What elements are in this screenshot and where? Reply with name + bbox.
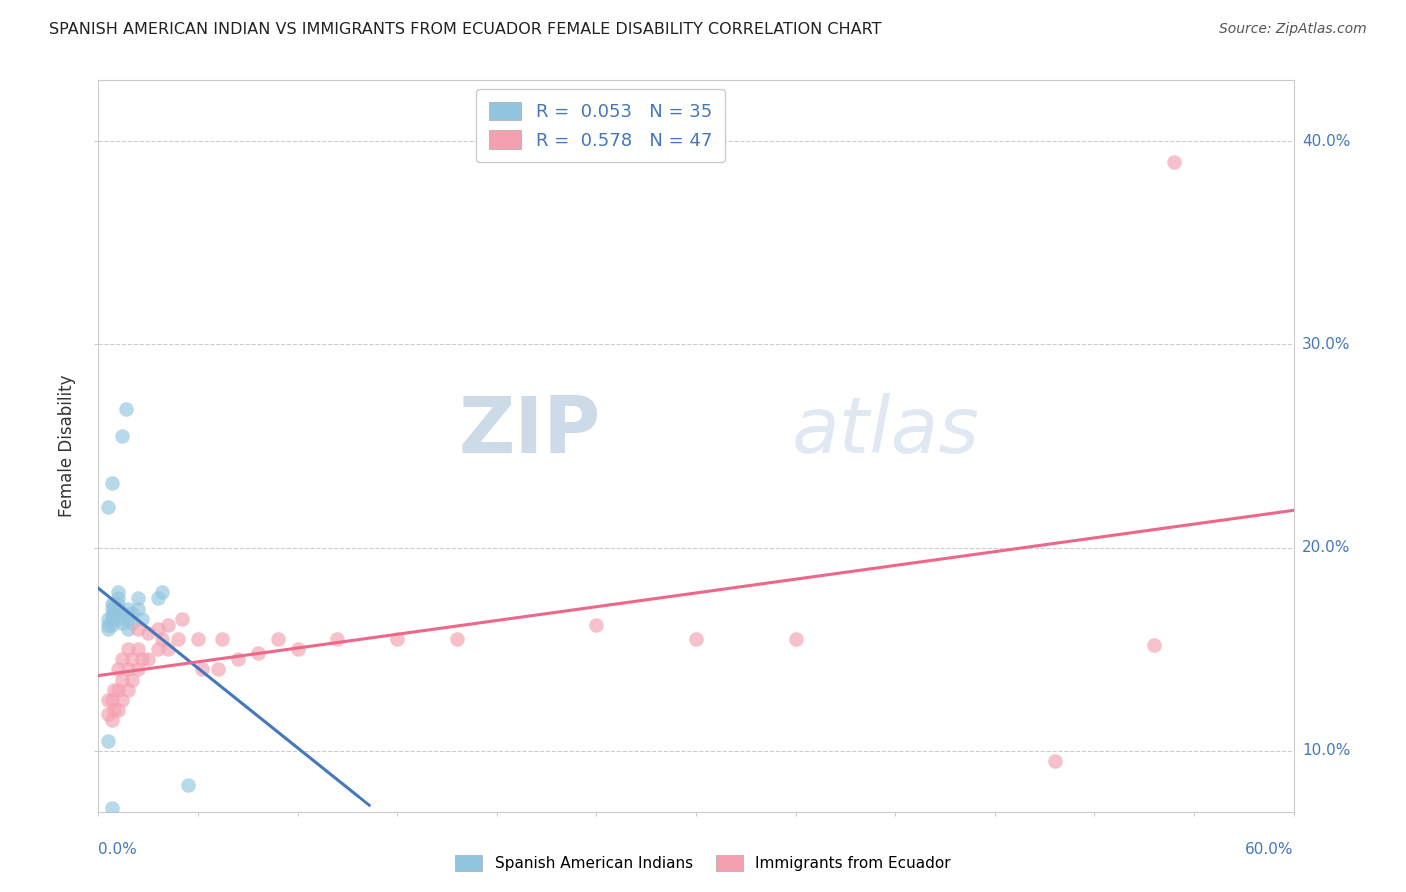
Point bbox=[111, 693, 134, 707]
Point bbox=[117, 642, 139, 657]
Point bbox=[1163, 154, 1185, 169]
Point bbox=[167, 632, 190, 646]
Point bbox=[107, 682, 129, 697]
Point bbox=[97, 617, 120, 632]
Point bbox=[97, 612, 120, 626]
Point bbox=[1043, 754, 1066, 768]
Point bbox=[117, 622, 139, 636]
Point bbox=[148, 642, 170, 657]
Point bbox=[111, 429, 134, 443]
Text: ZIP: ZIP bbox=[458, 393, 600, 469]
Point bbox=[385, 632, 409, 646]
Point bbox=[117, 663, 139, 677]
Point bbox=[101, 800, 124, 814]
Point bbox=[685, 632, 707, 646]
Point bbox=[101, 598, 124, 612]
Point bbox=[107, 601, 129, 615]
Point bbox=[101, 612, 124, 626]
Point bbox=[107, 703, 129, 717]
Point bbox=[97, 707, 120, 722]
Point bbox=[117, 612, 139, 626]
Point bbox=[226, 652, 249, 666]
Point bbox=[207, 663, 229, 677]
Point bbox=[111, 673, 134, 687]
Legend: Spanish American Indians, Immigrants from Ecuador: Spanish American Indians, Immigrants fro… bbox=[450, 850, 956, 875]
Point bbox=[103, 598, 125, 612]
Point bbox=[101, 607, 124, 622]
Point bbox=[1143, 638, 1166, 652]
Point bbox=[101, 475, 124, 490]
Point bbox=[148, 622, 170, 636]
Point bbox=[97, 622, 120, 636]
Point bbox=[246, 646, 269, 660]
Text: 30.0%: 30.0% bbox=[1302, 337, 1350, 352]
Point bbox=[211, 632, 233, 646]
Point bbox=[107, 606, 129, 620]
Point bbox=[101, 714, 124, 728]
Point bbox=[287, 642, 309, 657]
Point bbox=[127, 622, 149, 636]
Point bbox=[127, 601, 149, 615]
Point bbox=[157, 642, 180, 657]
Point bbox=[187, 632, 209, 646]
Point bbox=[157, 617, 180, 632]
Point bbox=[111, 606, 134, 620]
Point bbox=[103, 606, 125, 620]
Y-axis label: Female Disability: Female Disability bbox=[58, 375, 76, 517]
Point bbox=[326, 632, 349, 646]
Point bbox=[191, 663, 214, 677]
Point bbox=[172, 612, 194, 626]
Point bbox=[107, 612, 129, 626]
Point bbox=[585, 617, 607, 632]
Point bbox=[121, 673, 143, 687]
Text: 20.0%: 20.0% bbox=[1302, 540, 1350, 555]
Point bbox=[97, 500, 120, 514]
Point bbox=[136, 652, 159, 666]
Text: 60.0%: 60.0% bbox=[1246, 842, 1294, 857]
Point bbox=[131, 652, 153, 666]
Point bbox=[97, 693, 120, 707]
Point bbox=[177, 778, 200, 792]
Point bbox=[117, 601, 139, 615]
Text: Source: ZipAtlas.com: Source: ZipAtlas.com bbox=[1219, 22, 1367, 37]
Point bbox=[127, 642, 149, 657]
Point bbox=[107, 591, 129, 606]
Point bbox=[446, 632, 468, 646]
Text: SPANISH AMERICAN INDIAN VS IMMIGRANTS FROM ECUADOR FEMALE DISABILITY CORRELATION: SPANISH AMERICAN INDIAN VS IMMIGRANTS FR… bbox=[49, 22, 882, 37]
Point bbox=[785, 632, 807, 646]
Point bbox=[101, 617, 124, 632]
Point bbox=[136, 626, 159, 640]
Point bbox=[111, 652, 134, 666]
Point bbox=[103, 682, 125, 697]
Point bbox=[127, 591, 149, 606]
Point bbox=[150, 585, 173, 599]
Point bbox=[101, 601, 124, 615]
Point bbox=[97, 733, 120, 747]
Legend: R =  0.053   N = 35, R =  0.578   N = 47: R = 0.053 N = 35, R = 0.578 N = 47 bbox=[477, 89, 724, 162]
Point bbox=[150, 632, 173, 646]
Point bbox=[117, 682, 139, 697]
Point bbox=[107, 598, 129, 612]
Point bbox=[101, 693, 124, 707]
Text: atlas: atlas bbox=[792, 393, 980, 469]
Point bbox=[107, 663, 129, 677]
Point bbox=[115, 402, 138, 417]
Point bbox=[267, 632, 290, 646]
Point bbox=[127, 663, 149, 677]
Point bbox=[148, 591, 170, 606]
Text: 40.0%: 40.0% bbox=[1302, 134, 1350, 149]
Point bbox=[131, 612, 153, 626]
Point bbox=[121, 652, 143, 666]
Point bbox=[121, 606, 143, 620]
Text: 10.0%: 10.0% bbox=[1302, 743, 1350, 758]
Text: 0.0%: 0.0% bbox=[98, 842, 138, 857]
Point bbox=[103, 703, 125, 717]
Point bbox=[111, 615, 134, 630]
Point bbox=[121, 615, 143, 630]
Point bbox=[107, 585, 129, 599]
